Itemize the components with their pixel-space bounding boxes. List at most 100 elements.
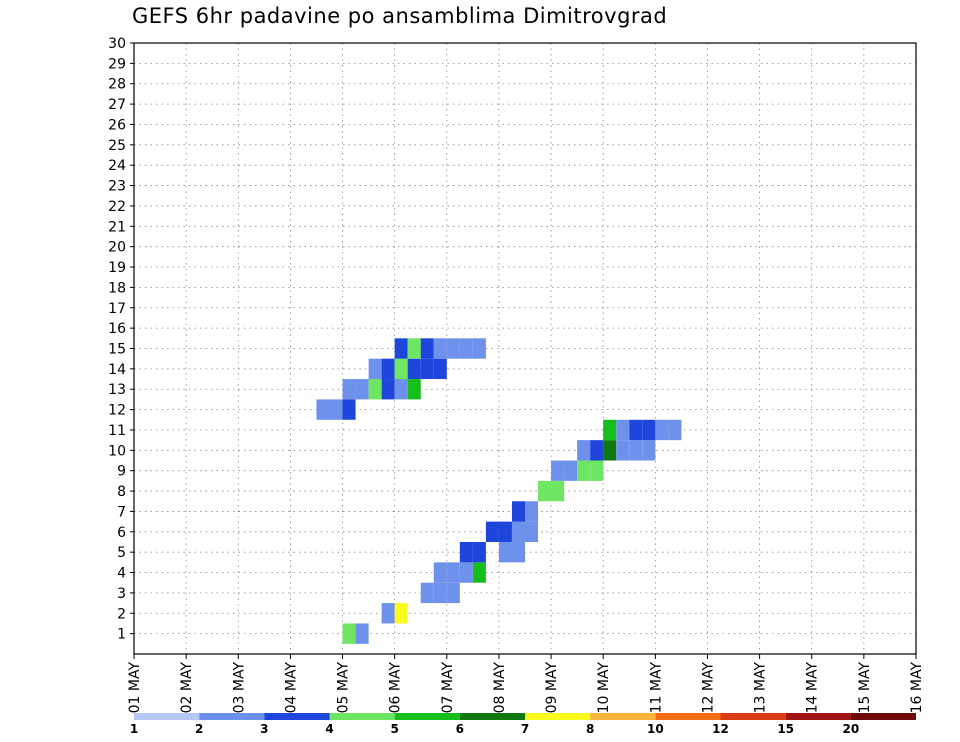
y-axis: 1234567891011121314151617181920212223242… — [108, 36, 134, 643]
color-scale-label: 12 — [712, 722, 729, 736]
x-tick-label: 09 MAY — [544, 662, 560, 714]
color-scale-segment — [264, 713, 330, 720]
color-scale-segment — [394, 713, 460, 720]
y-tick-label: 1 — [117, 627, 126, 643]
color-scale-segment — [785, 713, 851, 720]
y-tick-label: 26 — [108, 117, 126, 133]
data-cell — [368, 379, 382, 400]
data-cell — [433, 582, 447, 604]
y-tick-label: 21 — [108, 219, 126, 235]
x-tick-label: 12 MAY — [700, 662, 716, 714]
y-tick-label: 4 — [117, 566, 126, 582]
y-tick-label: 8 — [117, 484, 126, 500]
data-cell — [459, 562, 473, 583]
data-cell — [590, 440, 604, 461]
color-scale-label: 5 — [390, 722, 398, 736]
data-cell — [472, 338, 486, 359]
data-cell — [407, 358, 421, 380]
y-tick-label: 20 — [108, 240, 126, 256]
x-tick-label: 02 MAY — [179, 662, 195, 714]
y-tick-label: 29 — [108, 56, 126, 72]
color-scale-segment — [329, 713, 395, 720]
chart-title: GEFS 6hr padavine po ansamblima Dimitrov… — [132, 4, 668, 28]
data-cell — [420, 582, 434, 604]
data-cell — [381, 603, 395, 624]
data-cell — [459, 338, 473, 359]
y-tick-label: 12 — [108, 403, 126, 419]
color-scale-segment — [199, 713, 265, 720]
x-tick-label: 07 MAY — [440, 662, 456, 714]
data-cell — [381, 379, 395, 400]
color-scale-label: 7 — [521, 722, 529, 736]
data-cell — [551, 460, 565, 481]
data-cell — [342, 623, 356, 644]
data-cell — [616, 419, 630, 441]
color-scale-bar: 1 2 3 4 5 6 7 8 10 12 15 20 — [130, 713, 916, 736]
data-cell — [525, 501, 539, 522]
color-scale-label: 20 — [842, 722, 859, 736]
x-axis: 01 MAY 02 MAY 03 MAY 04 MAY 05 MAY 06 MAY 07 M… — [127, 654, 925, 713]
x-tick-label: 03 MAY — [231, 662, 247, 714]
y-tick-label: 13 — [108, 382, 126, 398]
color-scale-label: 2 — [195, 722, 203, 736]
color-scale-segment — [655, 713, 721, 720]
data-cell — [316, 399, 330, 420]
y-tick-label: 14 — [108, 362, 126, 378]
x-tick-label: 16 MAY — [909, 662, 925, 714]
color-scale-label: 10 — [647, 722, 664, 736]
data-cell — [472, 541, 486, 563]
color-scale-label: 4 — [325, 722, 333, 736]
x-tick-label: 08 MAY — [492, 662, 508, 714]
data-cell — [433, 338, 447, 359]
data-cell — [538, 480, 552, 502]
data-cell — [342, 399, 356, 420]
data-cell — [446, 562, 460, 583]
color-scale-label: 1 — [130, 722, 138, 736]
data-cell — [498, 541, 512, 563]
color-scale-label: 8 — [586, 722, 594, 736]
x-tick-label: 15 MAY — [857, 662, 873, 714]
data-cell — [342, 379, 356, 400]
data-cell — [655, 419, 669, 441]
color-scale-label: 6 — [456, 722, 464, 736]
data-cell — [511, 521, 525, 542]
x-tick-label: 01 MAY — [127, 662, 143, 714]
y-tick-label: 11 — [108, 423, 126, 439]
x-tick-label: 04 MAY — [283, 662, 299, 714]
data-cell — [525, 521, 539, 542]
data-cell — [407, 379, 421, 400]
data-cell — [446, 338, 460, 359]
data-cell — [629, 419, 643, 441]
y-tick-label: 15 — [108, 342, 126, 358]
color-scale-segment — [590, 713, 656, 720]
data-cell — [394, 338, 408, 359]
color-scale-label: 15 — [777, 722, 794, 736]
color-scale-segment — [134, 713, 200, 720]
y-tick-label: 6 — [117, 525, 126, 541]
x-tick-label: 13 MAY — [753, 662, 769, 714]
data-cell — [551, 480, 565, 502]
data-cell — [511, 501, 525, 522]
data-cell — [668, 419, 682, 441]
x-tick-label: 06 MAY — [388, 662, 404, 714]
y-tick-label: 27 — [108, 97, 126, 113]
y-tick-label: 22 — [108, 199, 126, 215]
y-tick-label: 24 — [108, 158, 126, 174]
y-tick-label: 9 — [117, 464, 126, 480]
x-tick-label: 05 MAY — [336, 662, 352, 714]
data-cell — [446, 582, 460, 604]
data-cell — [394, 358, 408, 380]
data-cell — [603, 419, 617, 441]
data-cell — [329, 399, 343, 420]
data-cell — [642, 419, 656, 441]
color-scale-segment — [459, 713, 525, 720]
data-cell — [381, 358, 395, 380]
data-cell — [394, 379, 408, 400]
data-cell — [564, 460, 578, 481]
data-cell — [433, 358, 447, 380]
color-scale-label: 3 — [260, 722, 268, 736]
data-cell — [511, 541, 525, 563]
x-tick-label: 14 MAY — [805, 662, 821, 714]
data-cell — [433, 562, 447, 583]
y-tick-label: 2 — [117, 606, 126, 622]
